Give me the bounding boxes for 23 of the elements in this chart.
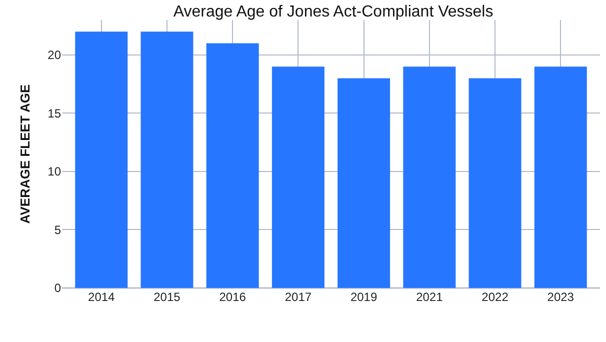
x-tick-label: 2015 <box>154 290 181 304</box>
bar <box>140 32 194 288</box>
x-tick-label: 2016 <box>219 290 246 304</box>
x-tick-label: 2019 <box>350 290 378 304</box>
bar <box>272 66 324 288</box>
y-axis-title: AVERAGE FLEET AGE <box>18 84 33 224</box>
x-tick-label: 2022 <box>482 290 509 304</box>
y-tick-label: 5 <box>54 222 62 237</box>
bar <box>206 43 259 288</box>
y-tick-label: 0 <box>54 281 62 296</box>
y-tick-label: 10 <box>48 164 62 179</box>
bar <box>75 32 128 288</box>
x-tick-label: 2014 <box>88 290 116 304</box>
chart-title: Average Age of Jones Act-Compliant Vessels <box>173 3 494 20</box>
x-tick-label: 2023 <box>547 290 574 304</box>
bar <box>468 78 522 288</box>
bar <box>534 66 587 288</box>
x-tick-label: 2021 <box>416 290 444 304</box>
bar <box>338 78 390 288</box>
x-tick-label: 2017 <box>284 290 312 304</box>
bar <box>403 66 456 288</box>
y-tick-label: 20 <box>48 48 62 62</box>
y-tick-label: 15 <box>48 106 62 120</box>
